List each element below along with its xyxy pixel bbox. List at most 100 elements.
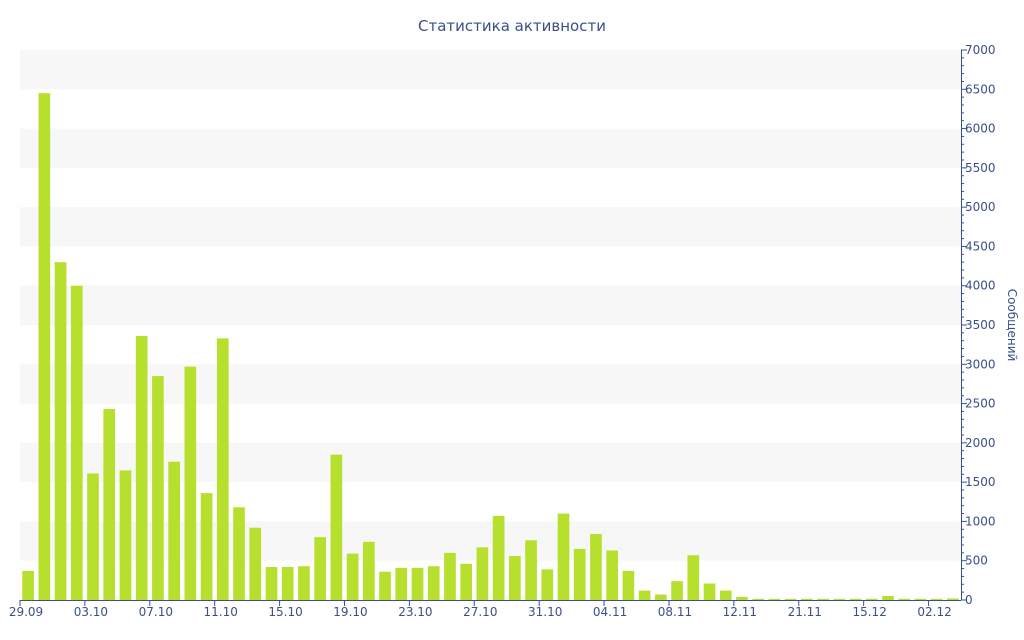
y-tick-label: 0 xyxy=(965,593,973,607)
bar xyxy=(427,566,440,600)
y-tick-label: 6000 xyxy=(965,122,996,136)
bar xyxy=(947,598,959,600)
bar xyxy=(379,571,391,600)
x-axis-ticks: 29.09 03.10 07.10 11.10 15.10 19.10 23.10 27.10… xyxy=(9,600,952,619)
bar xyxy=(525,540,537,600)
y-tick-label: 4500 xyxy=(965,239,996,253)
bar xyxy=(298,566,310,600)
bar xyxy=(70,285,83,600)
x-tick-label: 12.11 xyxy=(723,605,757,619)
bar xyxy=(898,598,911,600)
x-tick-label: 15.10 xyxy=(268,605,302,619)
bar xyxy=(557,513,570,600)
x-tick-label: 08.11 xyxy=(658,605,692,619)
bar xyxy=(411,567,424,600)
bar xyxy=(152,376,164,600)
bar xyxy=(622,570,635,600)
bar xyxy=(508,556,521,600)
bar xyxy=(930,598,943,600)
y-tick-label: 3000 xyxy=(965,357,996,371)
x-tick-label: 23.10 xyxy=(398,605,432,619)
y-tick-label: 4000 xyxy=(965,279,996,293)
grid-band xyxy=(20,128,961,168)
bar xyxy=(687,555,700,600)
x-tick-label: 04.11 xyxy=(593,605,627,619)
bar xyxy=(914,598,927,600)
bar xyxy=(249,527,262,600)
y-tick-label: 7000 xyxy=(965,43,996,57)
bar xyxy=(38,93,51,600)
x-tick-label: 11.10 xyxy=(204,605,238,619)
bar xyxy=(719,590,732,600)
bar xyxy=(476,547,489,600)
grid-band xyxy=(20,285,961,325)
y-tick-label: 2000 xyxy=(965,436,996,450)
x-tick-label: 29.09 xyxy=(9,605,43,619)
bar xyxy=(395,567,408,600)
bar xyxy=(573,548,586,600)
bar xyxy=(833,598,846,600)
bar xyxy=(768,598,781,600)
bar xyxy=(22,570,34,600)
bar xyxy=(135,336,148,600)
bar xyxy=(655,594,667,600)
bar xyxy=(492,515,505,600)
bar xyxy=(184,366,197,600)
x-tick-label: 02.12 xyxy=(917,605,951,619)
x-tick-label: 31.10 xyxy=(528,605,562,619)
bar xyxy=(671,581,683,600)
bar xyxy=(362,541,375,600)
bar xyxy=(638,590,651,600)
bar xyxy=(801,598,813,600)
bar xyxy=(330,454,343,600)
bar xyxy=(200,493,213,600)
y-tick-label: 5000 xyxy=(965,200,996,214)
x-tick-label: 15.12 xyxy=(852,605,886,619)
bar xyxy=(265,567,278,600)
bar xyxy=(87,473,99,600)
bar xyxy=(54,262,67,600)
bar xyxy=(606,550,619,600)
grid-band xyxy=(20,50,961,90)
bar xyxy=(703,583,716,600)
grid-band xyxy=(20,207,961,247)
bar-series xyxy=(22,93,959,600)
bar xyxy=(314,537,326,600)
y-axis-title: Сообщений xyxy=(1005,289,1019,362)
bar xyxy=(752,598,765,600)
y-tick-label: 6500 xyxy=(965,82,996,96)
y-tick-label: 2500 xyxy=(965,397,996,411)
y-tick-label: 5500 xyxy=(965,161,996,175)
bar xyxy=(849,598,862,600)
bar xyxy=(784,598,797,600)
bar xyxy=(541,569,554,600)
bar xyxy=(119,470,132,600)
bar xyxy=(590,534,602,600)
bar xyxy=(216,338,229,600)
y-tick-label: 3500 xyxy=(965,318,996,332)
chart-title: Статистика активности xyxy=(418,17,606,35)
bar xyxy=(346,553,359,600)
bar xyxy=(444,552,456,600)
y-tick-label: 1000 xyxy=(965,514,996,528)
bar xyxy=(233,507,245,600)
x-tick-label: 07.10 xyxy=(139,605,173,619)
x-tick-label: 21.11 xyxy=(788,605,822,619)
x-tick-label: 27.10 xyxy=(463,605,497,619)
bar xyxy=(103,409,116,600)
bar xyxy=(882,596,894,600)
grid-band xyxy=(20,364,961,404)
bar xyxy=(817,598,829,600)
bar xyxy=(865,598,878,600)
y-tick-label: 1500 xyxy=(965,475,996,489)
y-axis-ticks: 0 500 1000 1500 2000 2500 3000 3500 4000 4500 5000… xyxy=(961,43,996,607)
y-tick-label: 500 xyxy=(965,554,988,568)
x-tick-label: 03.10 xyxy=(74,605,108,619)
grid-bands xyxy=(20,50,961,561)
x-tick-label: 19.10 xyxy=(333,605,367,619)
bar xyxy=(168,461,180,600)
bar xyxy=(281,567,294,600)
bar xyxy=(460,563,473,600)
